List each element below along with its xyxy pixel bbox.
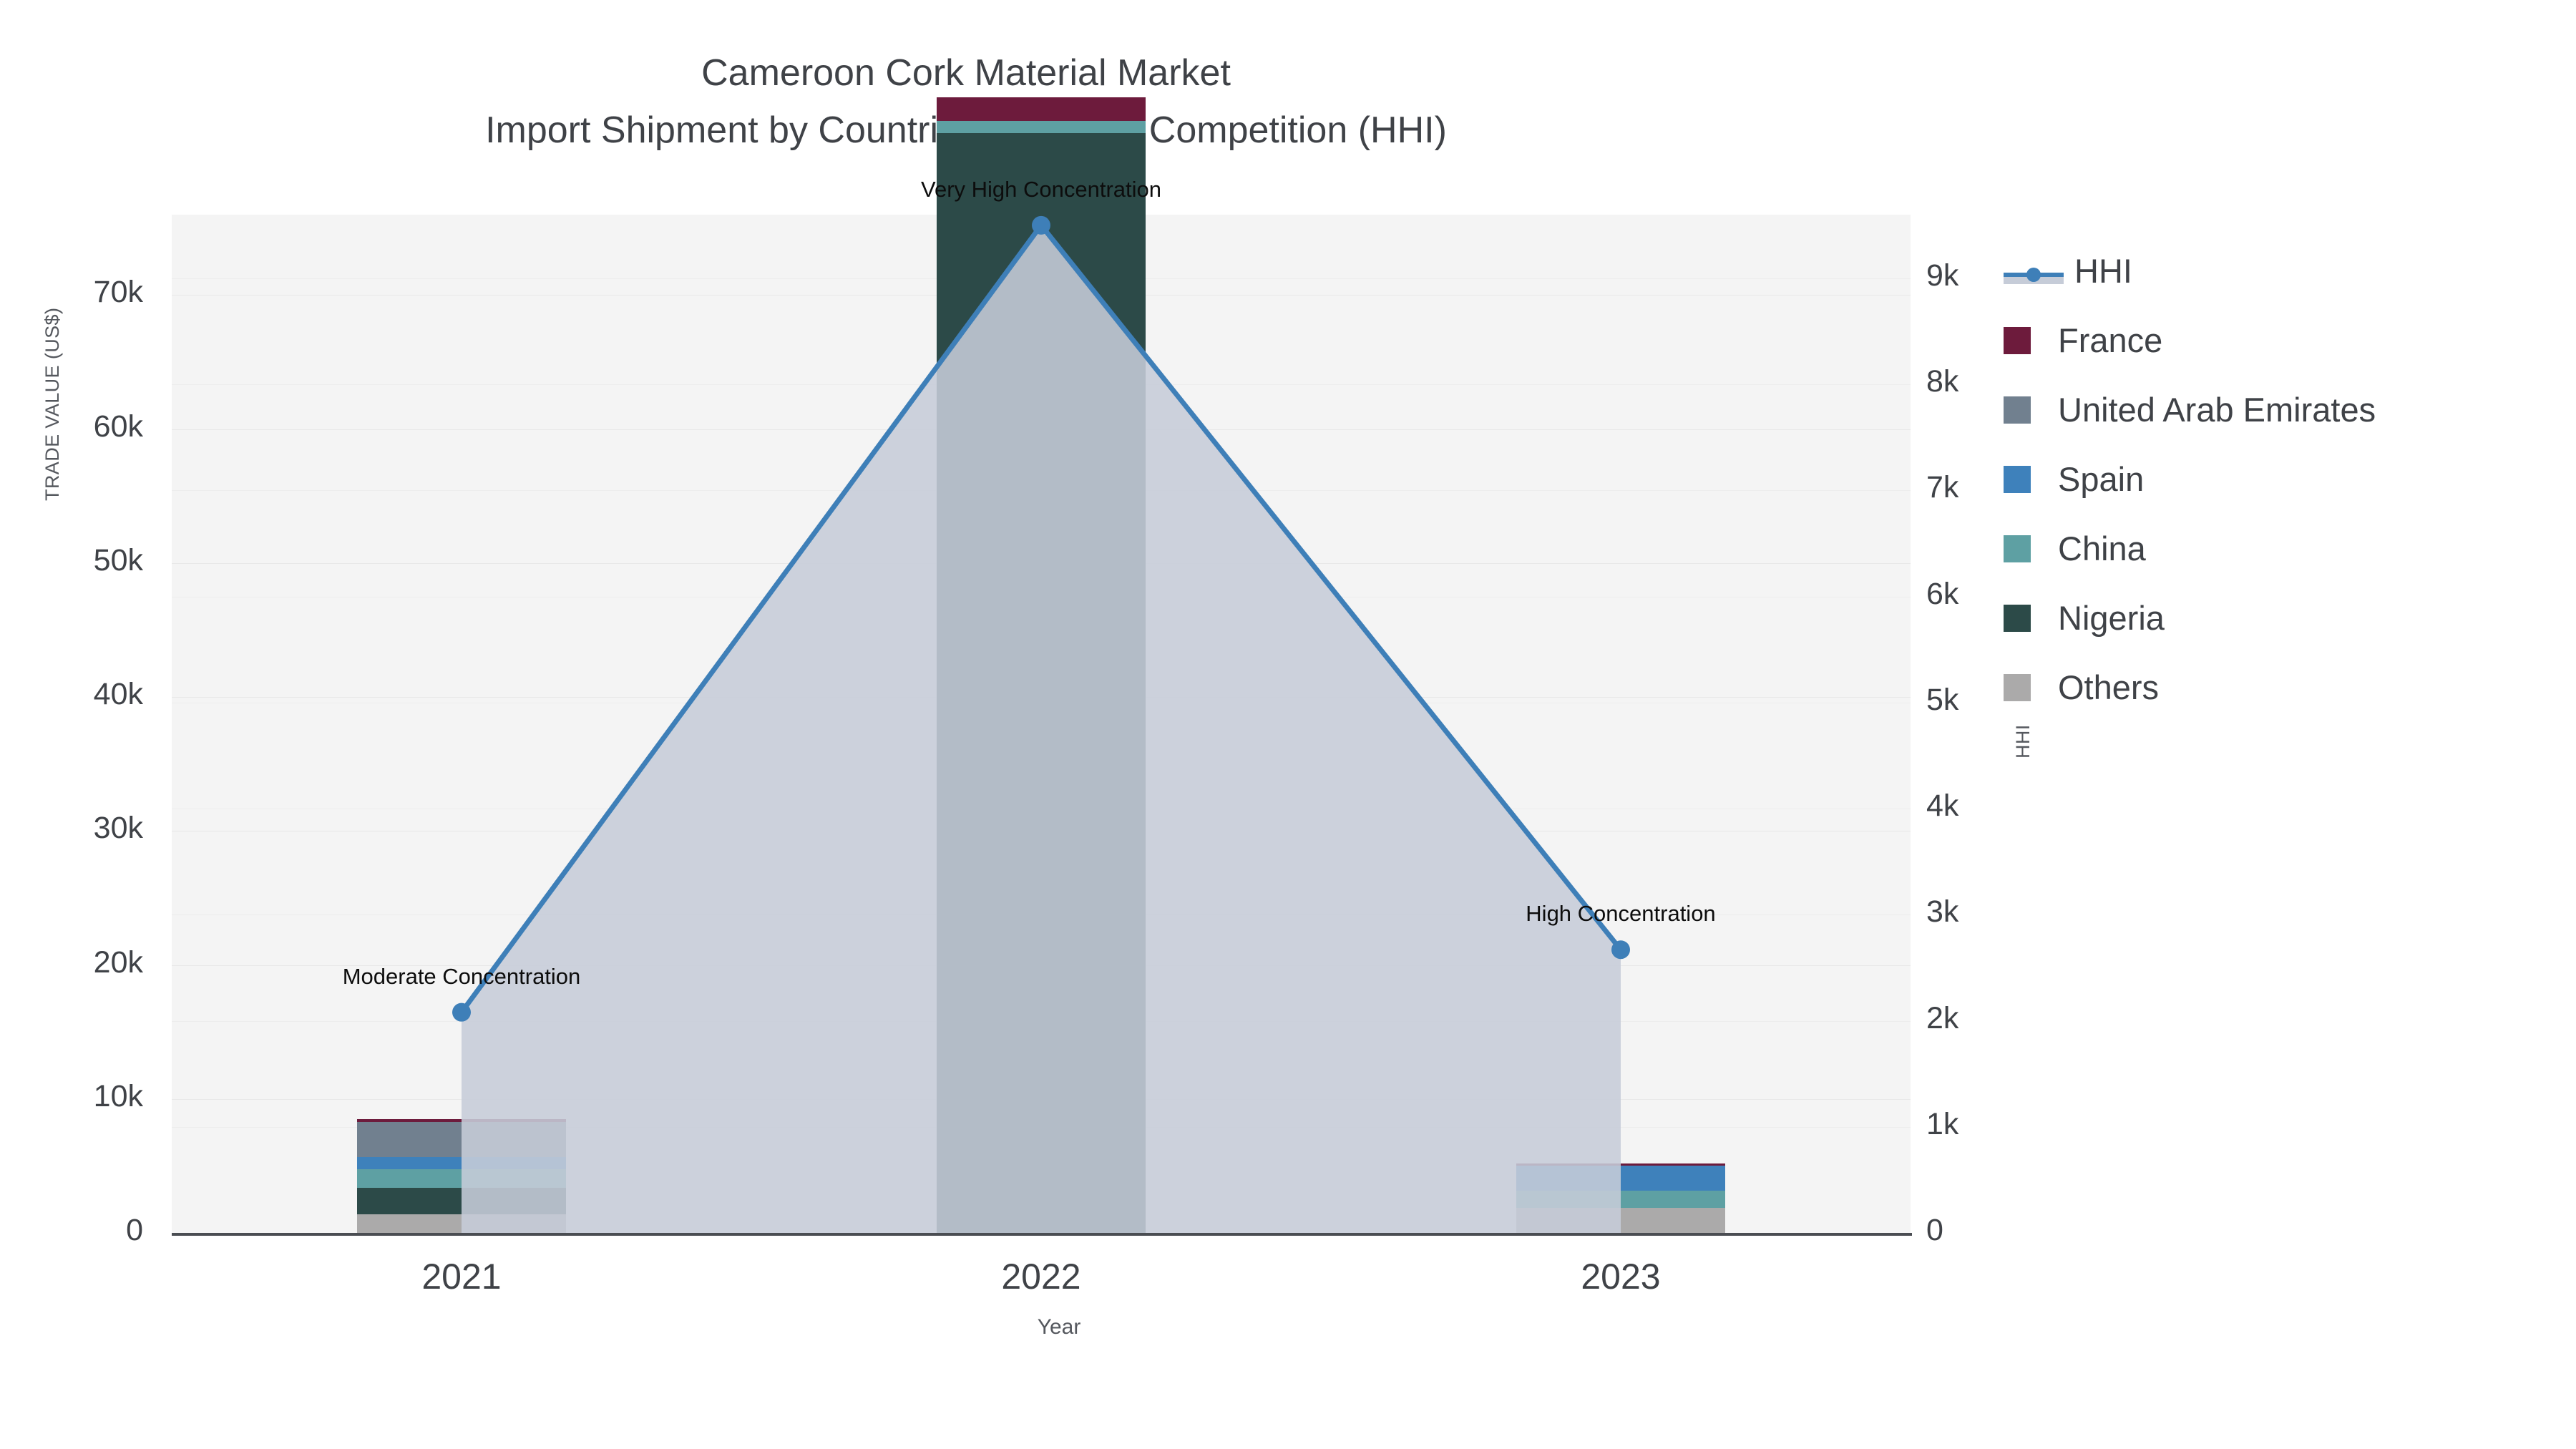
x-tick-2021: 2021 [421,1257,502,1297]
y-tick-right: 4k [1926,789,1959,824]
annotation-label: High Concentration [1526,901,1716,927]
y-tick-right: 3k [1926,894,1959,930]
legend-item-france[interactable]: France [2004,306,2562,375]
legend-item-united-arab-emirates[interactable]: United Arab Emirates [2004,375,2562,444]
bar-segment[interactable] [937,97,1146,122]
hhi-area-fill [462,225,1621,1233]
legend: HHI France United Arab Emirates Spain China N… [2004,236,2562,722]
legend-item-label: HHI [2074,252,2132,290]
y-tick-left: 70k [93,275,143,310]
annotation-label: Very High Concentration [920,176,1162,202]
legend-swatch-icon [2004,535,2031,562]
hhi-marker[interactable] [1611,940,1630,960]
y-tick-left: 30k [93,811,143,846]
x-axis-line [172,1233,1912,1236]
y-tick-right: 0 [1926,1213,1943,1247]
legend-item-spain[interactable]: Spain [2004,444,2562,514]
legend-item-label: Nigeria [2058,599,2165,637]
legend-swatch-icon [2004,465,2031,493]
y-tick-left: 20k [93,945,143,980]
y-tick-left: 50k [93,542,143,577]
legend-swatch-icon [2004,604,2031,632]
y-tick-right: 9k [1926,258,1959,293]
hhi-markers [452,215,1630,1022]
y-tick-left: 40k [93,677,143,712]
x-tick-2023: 2023 [1581,1257,1661,1297]
legend-swatch-icon [2004,673,2031,701]
legend-swatch-icon [2004,396,2031,424]
legend-item-hhi[interactable]: HHI [2004,236,2562,306]
annotation-label: Moderate Concentration [342,963,581,989]
chart-title: Cameroon Cork Material Market [701,52,1231,94]
legend-item-label: France [2058,321,2163,359]
y-tick-right: 7k [1926,470,1959,505]
y-tick-right: 6k [1926,576,1959,611]
legend-swatch-icon [2004,326,2031,354]
bar-segment[interactable] [937,121,1146,133]
legend-item-label: United Arab Emirates [2058,391,2376,429]
y-tick-left: 0 [126,1213,143,1247]
legend-item-others[interactable]: Others [2004,653,2562,722]
hhi-line-legend-icon [2004,258,2064,285]
x-tick-2022: 2022 [1001,1257,1081,1297]
y-tick-left: 60k [93,409,143,444]
y-tick-right: 5k [1926,682,1959,717]
y-tick-right: 1k [1926,1106,1959,1141]
legend-item-label: Others [2058,668,2160,706]
legend-item-china[interactable]: China [2004,514,2562,583]
y-axis-left-label: TRADE VALUE (US$) [42,307,63,501]
hhi-marker[interactable] [1032,215,1050,235]
y-tick-left: 10k [93,1078,143,1113]
legend-item-nigeria[interactable]: Nigeria [2004,583,2562,653]
hhi-series [452,215,1630,1233]
y-tick-right: 8k [1926,364,1959,399]
legend-item-label: Spain [2058,460,2145,498]
legend-item-label: China [2058,530,2146,567]
x-axis-label: Year [1037,1315,1081,1339]
y-tick-right: 2k [1926,1000,1959,1035]
hhi-marker[interactable] [452,1002,471,1022]
